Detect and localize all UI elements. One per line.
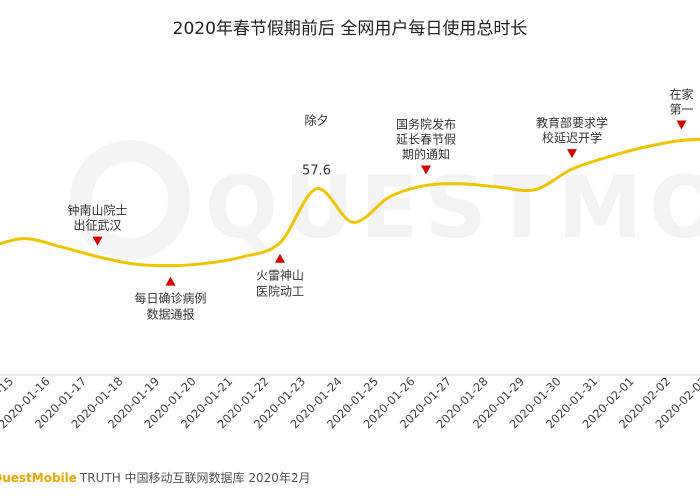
data-point-2020-01-24 xyxy=(315,187,319,191)
event-marker-2020-01-27 xyxy=(421,165,431,175)
data-point-2020-01-18 xyxy=(96,255,100,259)
annotation-2020-01-18-line-1: 出征武汉 xyxy=(73,219,121,233)
data-point-2020-01-25 xyxy=(351,220,355,224)
data-point-2020-01-28 xyxy=(461,182,465,186)
data-point-2020-01-21 xyxy=(205,261,209,265)
data-point-2020-01-17 xyxy=(59,245,63,249)
data-point-2020-01-26 xyxy=(388,195,392,199)
annotation-2020-01-24-line-0: 除夕 xyxy=(304,113,328,128)
data-point-2020-02-01 xyxy=(607,155,611,159)
annotation-2020-01-27-line-2: 期的通知 xyxy=(402,146,450,161)
data-point-2020-02-03 xyxy=(680,138,684,142)
annotation-2020-01-18-line-0: 钟南山院士 xyxy=(67,203,127,218)
annotation-2020-01-31-line-1: 校延迟开学 xyxy=(542,130,602,145)
data-point-2020-01-30 xyxy=(534,188,538,192)
data-point-2020-01-19 xyxy=(132,262,136,266)
footer: QuestMobile TRUTH 中国移动互联网数据库 2020年2月 xyxy=(0,469,700,491)
data-point-2020-01-31 xyxy=(570,167,574,171)
annotation-2020-01-31-line-0: 教育部要求学 xyxy=(536,115,608,130)
footer-brand: QuestMobile xyxy=(0,471,77,485)
event-marker-2020-02-03 xyxy=(676,120,687,130)
event-marker-2020-01-20 xyxy=(165,276,176,286)
annotation-2020-01-27-line-1: 延长春节假 xyxy=(396,132,456,146)
data-point-2020-01-23 xyxy=(278,241,282,245)
annotation-2020-01-23-line-0: 火雷神山 xyxy=(256,269,304,283)
event-marker-2020-01-23 xyxy=(275,253,285,263)
data-point-2020-02-02 xyxy=(643,145,647,149)
annotation-2020-02-03-line-1: 第一 xyxy=(669,102,693,116)
data-point-2020-01-16 xyxy=(23,237,27,241)
data-point-2020-01-27 xyxy=(424,183,428,187)
footer-source: TRUTH 中国移动互联网数据库 2020年2月 xyxy=(79,471,311,485)
annotation-2020-01-27-line-0: 国务院发布 xyxy=(396,116,456,131)
series-line xyxy=(0,137,700,268)
data-point-2020-01-20 xyxy=(169,264,173,268)
event-marker-2020-01-18 xyxy=(92,236,103,246)
data-point-2020-01-29 xyxy=(497,185,501,189)
event-marker-2020-01-31 xyxy=(567,149,577,159)
annotation-2020-01-23-line-1: 医院动工 xyxy=(256,285,304,299)
annotation-2020-01-20-line-0: 每日确诊病例 xyxy=(134,291,206,306)
chart-title: 2020年春节假期前后 全网用户每日使用总时长 xyxy=(172,19,528,39)
annotation-2020-02-03-line-0: 在家 xyxy=(669,86,693,101)
data-label-peak: 57.6 xyxy=(302,164,331,179)
annotation-2020-01-20-line-1: 数据通报 xyxy=(146,307,194,322)
data-point-2020-01-22 xyxy=(242,255,246,259)
